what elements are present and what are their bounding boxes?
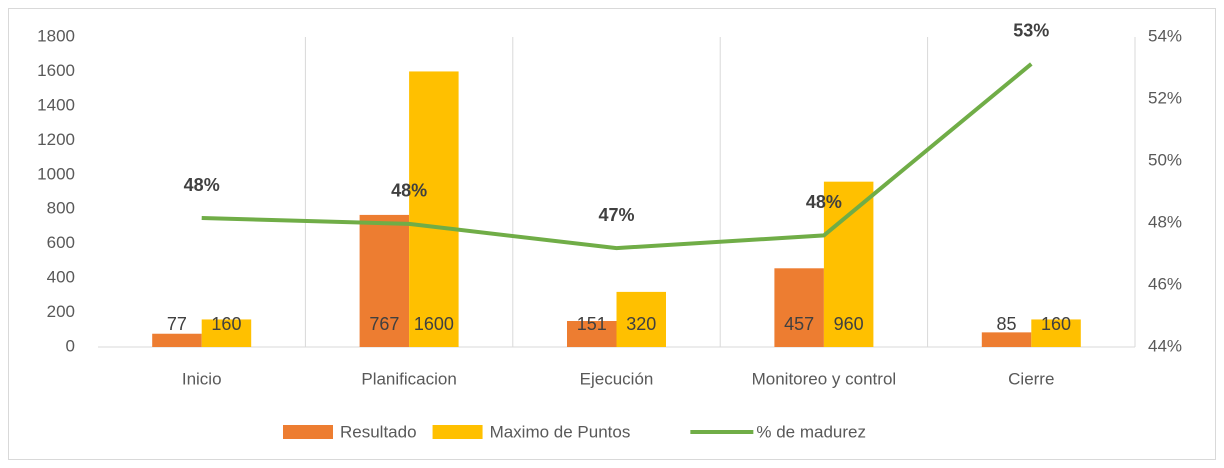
x-tick-label: Monitoreo y control xyxy=(752,369,897,388)
bar-value-label: 960 xyxy=(834,314,864,334)
bar xyxy=(1031,319,1081,347)
y-tick-label: 1000 xyxy=(37,164,75,183)
line-value-label: 48% xyxy=(806,192,842,212)
y2-tick-label: 54% xyxy=(1148,26,1182,45)
bar-value-label: 85 xyxy=(997,314,1017,334)
line-value-label: 48% xyxy=(391,181,427,201)
y2-tick-label: 50% xyxy=(1148,150,1182,169)
bar xyxy=(567,320,617,347)
legend-label: % de madurez xyxy=(756,422,866,441)
y-tick-label: 200 xyxy=(47,302,75,321)
y2-tick-label: 46% xyxy=(1148,274,1182,293)
bar xyxy=(774,268,824,347)
x-tick-label: Inicio xyxy=(182,369,222,388)
bar xyxy=(981,332,1032,347)
line-value-label: 47% xyxy=(598,205,634,225)
bar xyxy=(409,71,459,347)
bar-value-label: 1600 xyxy=(414,314,454,334)
bar xyxy=(152,333,202,347)
y-tick-label: 400 xyxy=(47,268,75,287)
y-tick-label: 1800 xyxy=(37,26,75,45)
bar-value-label: 767 xyxy=(369,314,399,334)
bar xyxy=(201,319,252,347)
x-tick-label: Ejecución xyxy=(580,369,654,388)
y2-tick-label: 52% xyxy=(1148,88,1182,107)
bar-value-label: 160 xyxy=(211,314,241,334)
bar xyxy=(359,214,410,347)
legend-swatch xyxy=(432,425,483,439)
y-tick-label: 800 xyxy=(47,199,75,218)
bar xyxy=(823,181,874,347)
y2-tick-label: 44% xyxy=(1148,336,1182,355)
x-tick-label: Cierre xyxy=(1008,369,1054,388)
legend-label: Maximo de Puntos xyxy=(490,422,631,441)
legend-swatch xyxy=(283,425,333,439)
bar-value-label: 77 xyxy=(167,314,187,334)
y2-tick-label: 48% xyxy=(1148,212,1182,231)
legend-label: Resultado xyxy=(340,422,417,441)
y-tick-label: 0 xyxy=(66,336,75,355)
line-value-label: 53% xyxy=(1013,21,1049,41)
y-tick-label: 1600 xyxy=(37,61,75,80)
bar-value-label: 457 xyxy=(784,314,814,334)
bar-value-label: 160 xyxy=(1041,314,1071,334)
bar-value-label: 320 xyxy=(626,314,656,334)
chart-border xyxy=(8,8,1216,460)
y-tick-label: 1200 xyxy=(37,130,75,149)
bar-value-label: 151 xyxy=(577,314,607,334)
bar xyxy=(616,291,666,347)
x-tick-label: Planificacion xyxy=(361,369,456,388)
y-tick-label: 600 xyxy=(47,233,75,252)
y-tick-label: 1400 xyxy=(37,95,75,114)
line-value-label: 48% xyxy=(184,175,220,195)
line xyxy=(201,62,1033,251)
